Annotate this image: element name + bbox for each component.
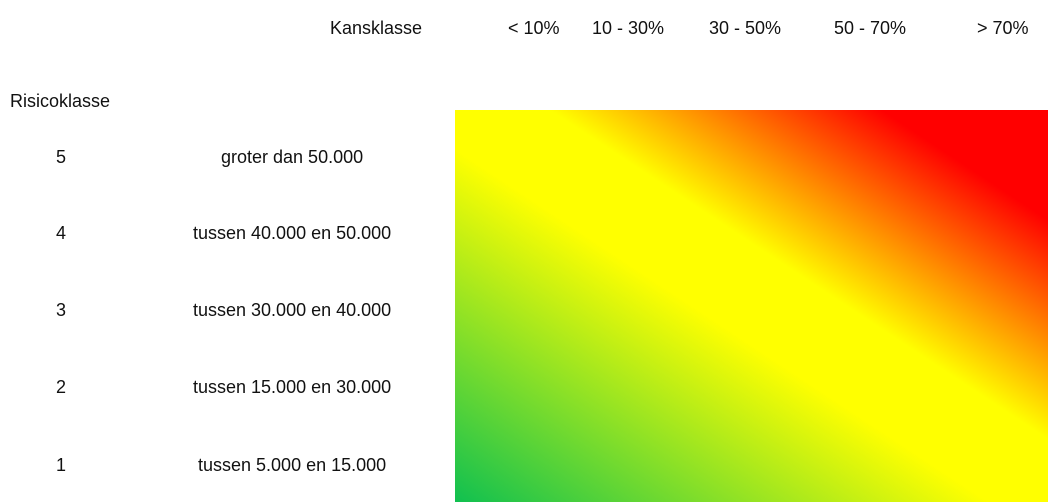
- row-number: 2: [56, 377, 67, 397]
- row-number: 5: [56, 147, 67, 167]
- row-number: 3: [56, 300, 67, 320]
- rows-label: Risicoklasse: [10, 91, 111, 111]
- row-label: tussen 40.000 en 50.000: [193, 223, 392, 243]
- column-label: 30 - 50%: [709, 18, 782, 38]
- row-label: tussen 15.000 en 30.000: [193, 377, 392, 397]
- column-label: > 70%: [977, 18, 1029, 38]
- column-label: 50 - 70%: [834, 18, 907, 38]
- row-number: 4: [56, 223, 67, 243]
- gradient-area: [455, 110, 1048, 502]
- column-label: 10 - 30%: [592, 18, 665, 38]
- row-number: 1: [56, 455, 67, 475]
- column-label: < 10%: [508, 18, 560, 38]
- row-label: groter dan 50.000: [221, 147, 364, 167]
- heatmap: [455, 110, 1048, 502]
- header-label: Kansklasse: [330, 18, 423, 38]
- row-label: tussen 5.000 en 15.000: [198, 455, 387, 475]
- row-label: tussen 30.000 en 40.000: [193, 300, 392, 320]
